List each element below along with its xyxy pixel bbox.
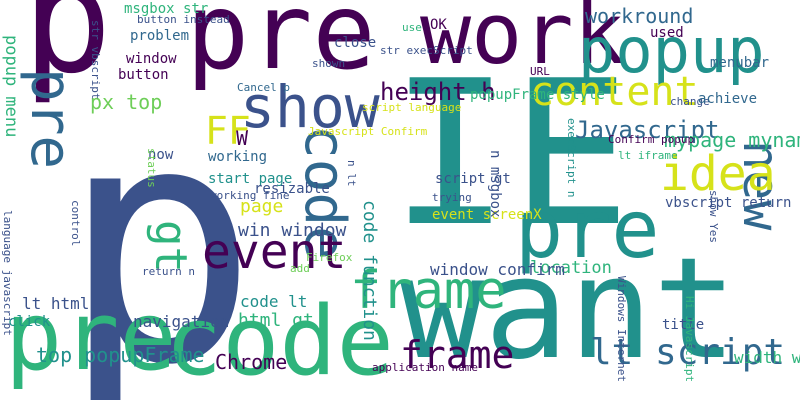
word: add [290, 262, 310, 275]
word: window [126, 51, 177, 67]
word: html gt [238, 310, 314, 331]
word: Cancel p [237, 81, 290, 94]
word: application name [372, 361, 478, 374]
word: click [8, 314, 51, 330]
word: height h [380, 78, 496, 106]
word: trying [432, 191, 472, 204]
word: title [662, 317, 705, 333]
word: button [118, 67, 169, 83]
word: FF [205, 109, 251, 153]
word: status [145, 148, 158, 188]
word: width w [734, 348, 800, 367]
word: vbscript return [665, 195, 792, 211]
word: pre [515, 183, 660, 276]
word: start page [208, 171, 293, 187]
word: idea [660, 146, 776, 202]
word: code function [359, 200, 380, 341]
word: event screenX [432, 207, 542, 223]
word: lt html [22, 294, 90, 313]
word: str execScript [380, 44, 473, 57]
word: msgbox str [124, 1, 209, 17]
word: show [240, 73, 380, 141]
word: pre [18, 68, 83, 170]
word: popup menu [1, 35, 21, 138]
word: popup [578, 14, 765, 87]
word: pre [5, 282, 177, 392]
word: lt script [590, 332, 786, 373]
word: now [148, 147, 174, 163]
word: p [60, 53, 259, 400]
word: frame [350, 261, 507, 321]
word: resizable [254, 181, 330, 197]
word: Firefox [306, 251, 353, 264]
word: working [208, 149, 268, 165]
word: top popupFrame [36, 343, 205, 367]
word: OK [430, 17, 447, 33]
word: execScript n [565, 118, 578, 198]
word: workround [585, 4, 694, 28]
word: working fine [210, 189, 290, 202]
word: W [236, 126, 249, 150]
word: px top [90, 90, 163, 114]
word: event [202, 224, 347, 280]
word: script gt [435, 171, 511, 187]
word: frame [400, 333, 515, 377]
word: lt iframe [618, 149, 678, 162]
word: used [650, 25, 684, 41]
word: menubar [710, 55, 770, 71]
word: IE [390, 38, 631, 271]
word: want [400, 228, 738, 391]
word: close [334, 35, 377, 51]
word: new [732, 140, 790, 231]
word: code [292, 125, 357, 260]
word: problem [130, 28, 190, 44]
word: script language [362, 101, 462, 114]
word: use [402, 21, 422, 34]
word: achieve [698, 91, 758, 107]
word: Confirm popup [608, 133, 695, 146]
word: code [165, 287, 394, 397]
word: str vbscript [89, 20, 102, 100]
word: Windows Internet [615, 276, 628, 382]
word: content [530, 69, 699, 115]
word: gt [145, 220, 196, 273]
word: Hi Javascript [683, 296, 696, 383]
word: Javascript [575, 116, 720, 144]
word: code lt [240, 292, 308, 311]
word: return n [142, 265, 195, 278]
word: window confirm [430, 260, 565, 279]
word: work [420, 0, 625, 84]
word: show Yes [707, 190, 720, 243]
word: pre [186, 0, 376, 93]
word: mypage myname [664, 128, 800, 152]
word: button instead [137, 13, 230, 26]
word: p [22, 0, 113, 107]
word: Javascript Confirm [308, 125, 428, 138]
word: navigation [133, 312, 230, 331]
word: popupFrame style [470, 87, 605, 103]
word: shown [312, 57, 346, 70]
word: n msgbox [487, 150, 503, 218]
word: n lt [345, 160, 358, 187]
word: page [240, 196, 284, 217]
word: Chrome [215, 350, 288, 374]
word: win window [238, 220, 347, 241]
word: language javascript [1, 210, 14, 336]
word: change [670, 95, 710, 108]
word: control [69, 200, 82, 247]
word: URL [530, 65, 550, 78]
word: location [530, 258, 612, 278]
